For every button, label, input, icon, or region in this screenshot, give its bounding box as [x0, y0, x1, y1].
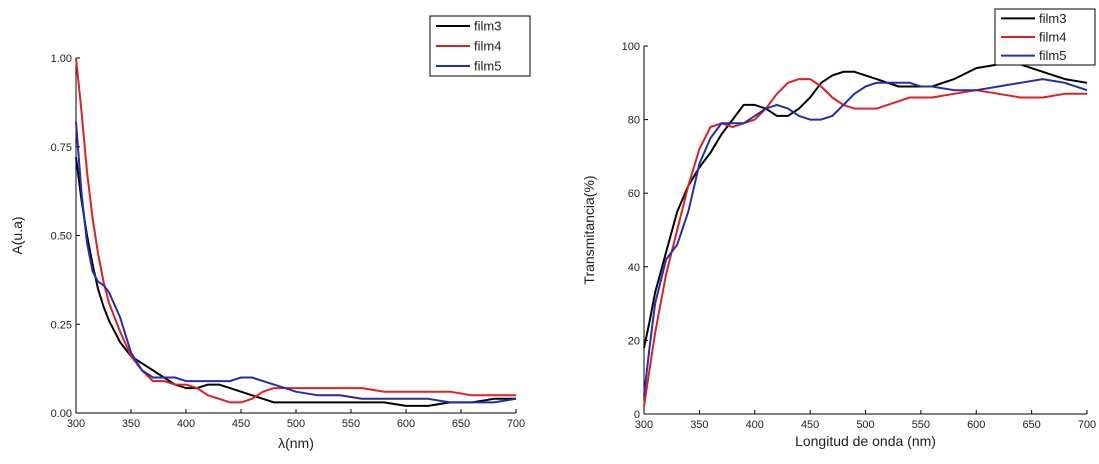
y-axis-label: Transmitancia(%): [581, 175, 597, 284]
x-tick-label: 350: [122, 418, 140, 430]
x-tick-label: 450: [232, 418, 250, 430]
y-tick-label: 1.00: [51, 53, 72, 65]
series-line-film3: [75, 157, 516, 407]
series-line-film3: [643, 63, 1088, 349]
y-axis-label: A(u.a): [9, 216, 25, 254]
x-tick-label: 300: [67, 418, 85, 430]
x-tick-label: 500: [287, 418, 305, 430]
x-tick-label: 400: [177, 418, 195, 430]
legend-label-film4: film4: [474, 39, 501, 54]
series-line-film4: [643, 78, 1087, 407]
y-tick-label: 20: [628, 335, 640, 347]
x-tick-label: 350: [690, 419, 708, 431]
y-tick-label: 60: [628, 188, 640, 200]
x-tick-label: 700: [1078, 419, 1096, 431]
x-tick-label: 300: [635, 419, 653, 431]
x-tick-label: 650: [1022, 419, 1040, 431]
chart-1: 300 350 400 450 500 550 600 650 700 0.00 0.25 0.50 0…: [9, 15, 531, 451]
x-tick-label: 400: [746, 419, 764, 431]
legend-label-film5: film5: [474, 59, 501, 74]
legend-label-film3: film3: [474, 19, 501, 34]
x-tick-label: 650: [452, 418, 470, 430]
series-line-film5: [75, 121, 517, 404]
y-tick-label: 0.50: [51, 231, 72, 243]
x-tick-label: 600: [967, 419, 985, 431]
y-tick-label: 0.25: [51, 319, 72, 331]
x-tick-label: 550: [912, 419, 930, 431]
y-tick-label: 0.00: [51, 408, 72, 420]
x-tick-label: 700: [507, 418, 525, 430]
x-tick-label: 500: [856, 419, 874, 431]
y-tick-label: 0.75: [51, 142, 72, 154]
x-tick-label: 600: [397, 418, 415, 430]
x-tick-label: 550: [342, 418, 360, 430]
y-tick-label: 0: [634, 409, 640, 421]
series-line-film5: [643, 78, 1088, 396]
x-tick-label: 450: [801, 419, 819, 431]
chart-2: 300 350 400 450 500 550 600 650 700 0 20 40 60 80 100 L…: [581, 8, 1096, 449]
y-tick-label: 40: [628, 262, 640, 274]
y-tick-label: 80: [628, 115, 640, 127]
x-axis-label: λ(nm): [278, 435, 314, 451]
legend-label-film4: film4: [1039, 30, 1066, 45]
y-tick-label: 100: [622, 41, 640, 53]
legend: film3 film4 film5: [429, 15, 531, 77]
legend: film3 film4 film5: [994, 8, 1096, 66]
legend-label-film5: film5: [1039, 48, 1066, 63]
series-line-film4: [75, 57, 516, 404]
legend-label-film3: film3: [1039, 11, 1066, 26]
x-axis-label: Longitud de onda (nm): [795, 433, 936, 449]
